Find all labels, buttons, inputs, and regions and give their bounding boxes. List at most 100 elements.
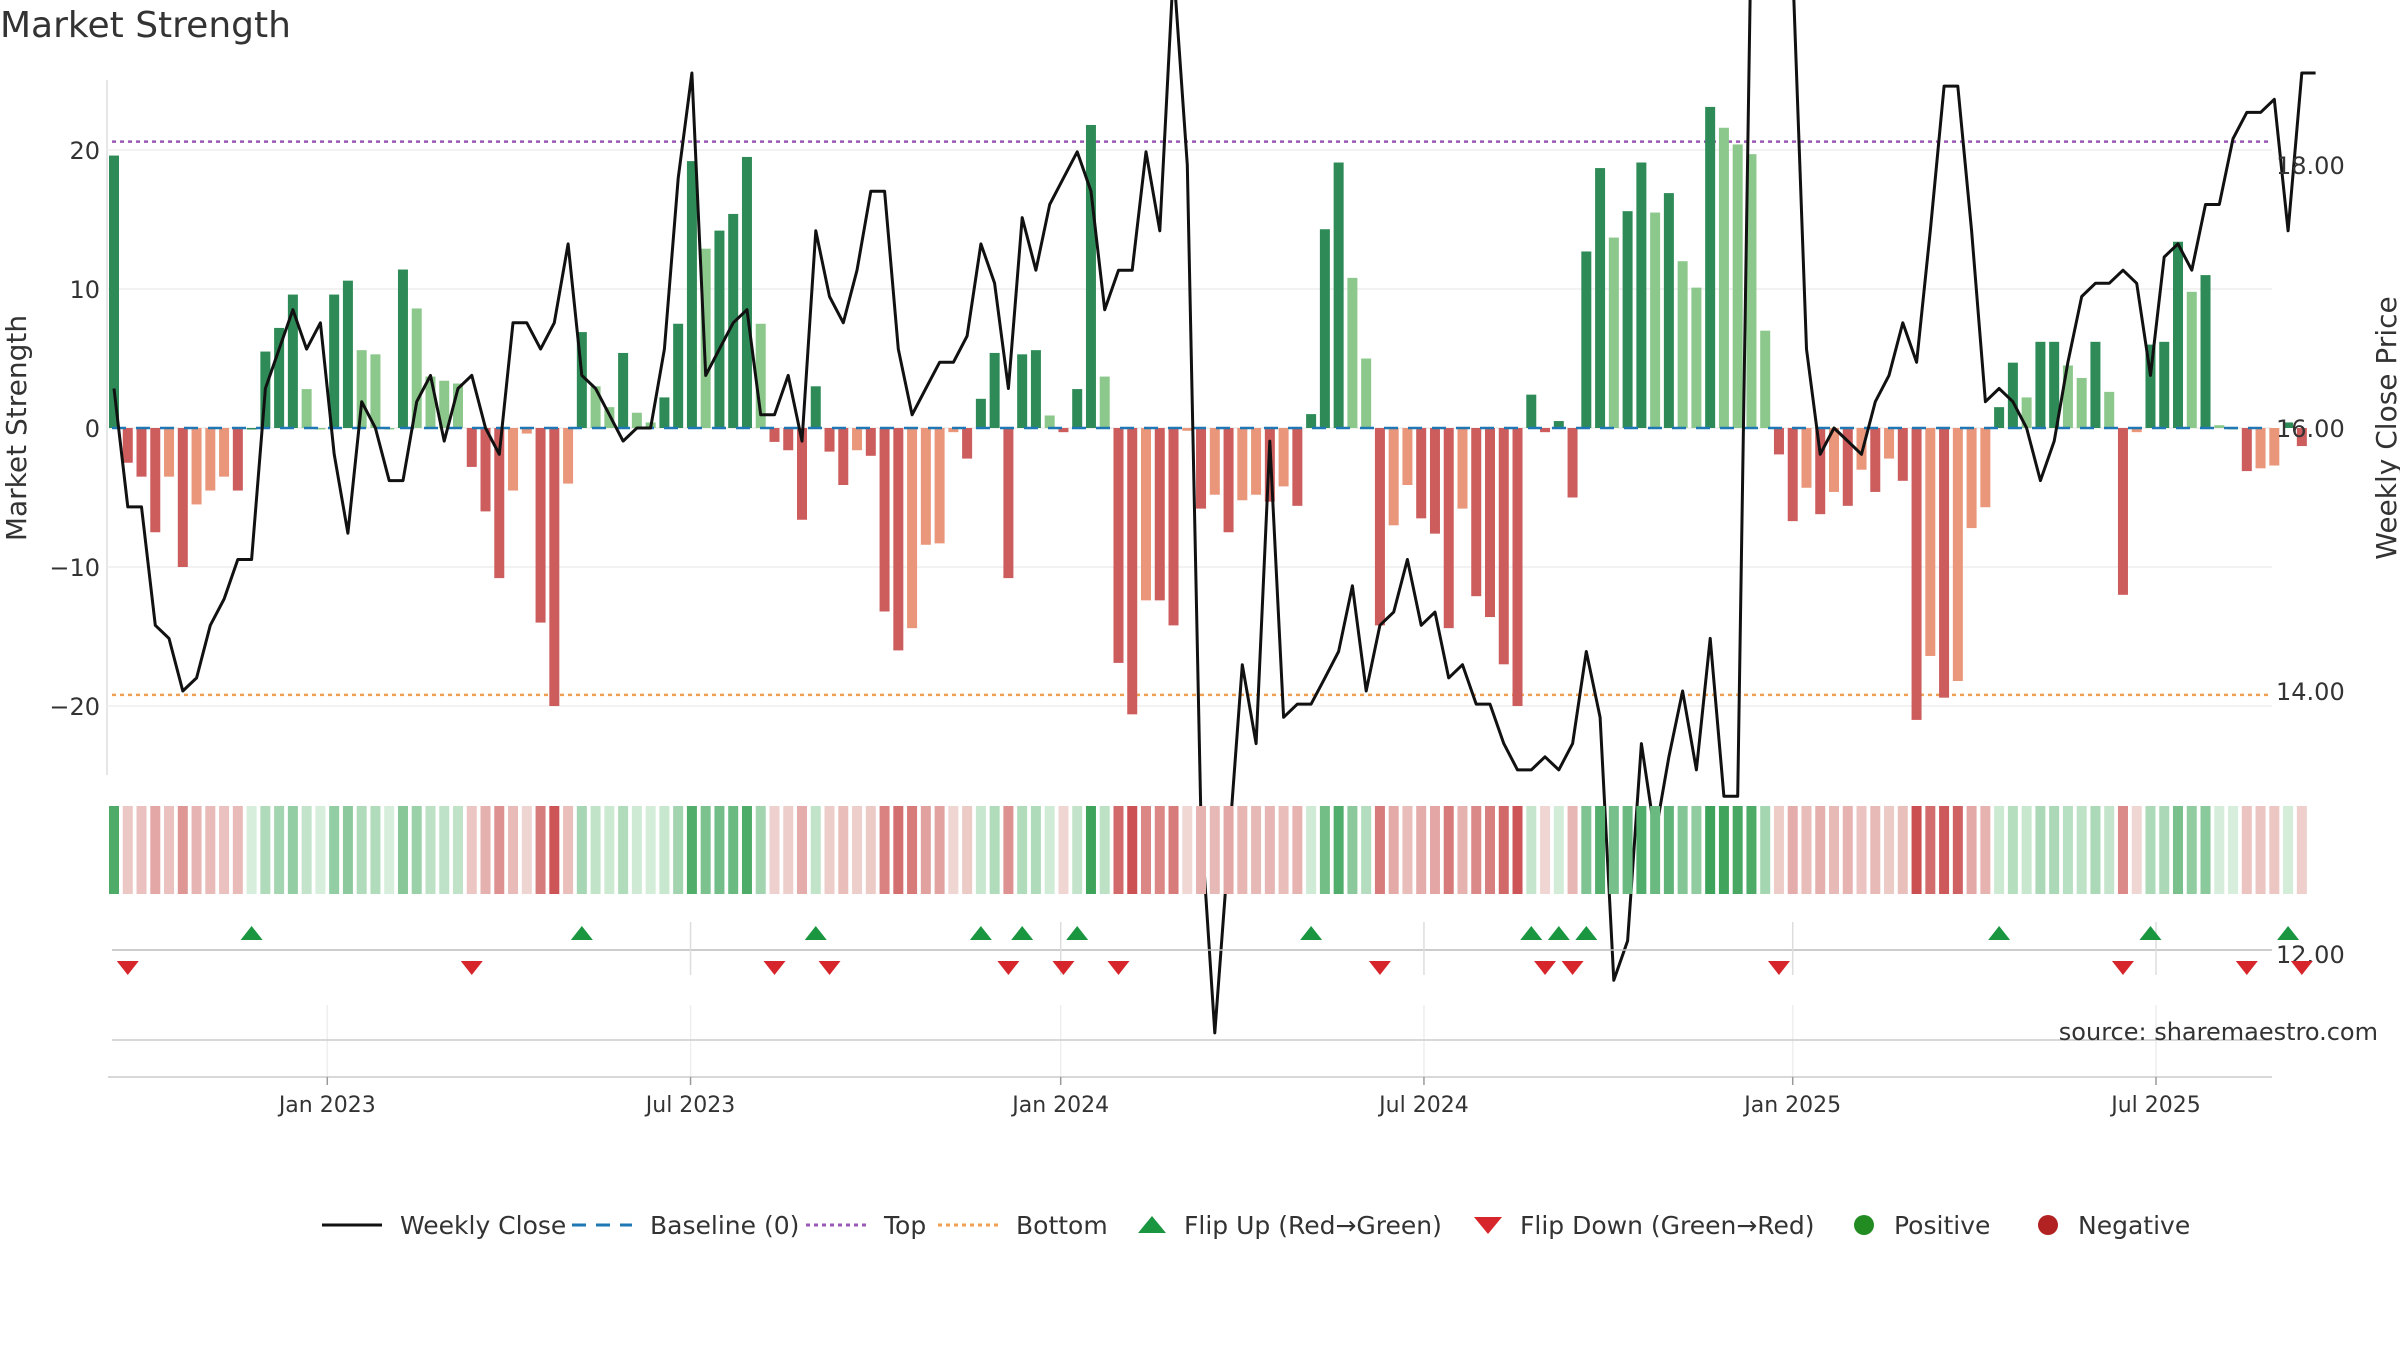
strength-bar	[755, 323, 766, 428]
strength-bar	[1072, 389, 1083, 428]
strength-bar	[1085, 124, 1096, 428]
strength-bar	[1994, 407, 2005, 428]
flip-up-marker	[1547, 926, 1570, 940]
strength-bar	[1595, 168, 1606, 428]
strength-bar	[329, 294, 340, 428]
strength-bar	[1333, 162, 1344, 428]
heat-cell	[384, 806, 395, 894]
strength-bar	[1732, 144, 1743, 428]
heat-cell	[865, 806, 876, 894]
heat-cell	[494, 806, 505, 894]
x-tick-label: Jul 2023	[644, 1093, 736, 1118]
strength-bar	[1429, 428, 1440, 534]
chart-title: Market Strength	[0, 5, 291, 46]
strength-bar	[673, 323, 684, 428]
flip-down-marker	[460, 961, 483, 975]
heat-cell	[1787, 806, 1798, 894]
heat-cell	[631, 806, 642, 894]
strength-bar	[769, 428, 780, 442]
strength-bar	[893, 428, 904, 651]
heat-cell	[1939, 806, 1950, 894]
strength-bar	[1223, 428, 1234, 533]
strength-bar	[1540, 428, 1551, 433]
legend-label: Negative	[2078, 1211, 2190, 1240]
strength-bar	[1182, 428, 1193, 431]
heat-cell	[2296, 806, 2307, 894]
heat-cell	[962, 806, 973, 894]
strength-bar	[1347, 277, 1358, 428]
legend-swatch-flip-up	[1138, 1216, 1166, 1233]
strength-bar	[2145, 344, 2156, 428]
x-tick-label: Jul 2025	[2109, 1093, 2201, 1118]
strength-bar	[1361, 358, 1372, 428]
y-tick-label: 10	[69, 276, 100, 304]
strength-bar	[1154, 428, 1165, 601]
strength-bar	[1760, 330, 1771, 428]
strength-bar	[1650, 212, 1661, 428]
heat-cell	[1636, 806, 1647, 894]
strength-bar	[2269, 428, 2280, 466]
strength-bar	[232, 428, 243, 491]
heat-cell	[549, 806, 560, 894]
heat-cell	[1650, 806, 1661, 894]
strength-bars	[109, 106, 2307, 720]
strength-bar	[989, 352, 1000, 428]
heat-cell	[1044, 806, 1055, 894]
heat-cell	[246, 806, 257, 894]
legend-swatch-flip-down	[1474, 1217, 1502, 1234]
strength-bar	[563, 428, 574, 484]
strength-bar	[2104, 391, 2115, 428]
strength-bar	[1622, 211, 1633, 428]
strength-bar	[397, 269, 408, 428]
strength-bar	[1209, 428, 1220, 495]
strength-bar	[1017, 354, 1028, 428]
strength-bar	[1278, 428, 1289, 487]
heat-cell	[260, 806, 271, 894]
strength-bar	[1030, 350, 1041, 428]
heat-cell	[1319, 806, 1330, 894]
flip-down-marker	[2290, 961, 2313, 975]
heat-cell	[521, 806, 532, 894]
strength-bar	[1443, 428, 1454, 629]
heat-cell	[2145, 806, 2156, 894]
y-axis-left-ticks: 20 10 0 −10 −20	[49, 137, 100, 721]
heat-cell	[714, 806, 725, 894]
strength-bar	[1718, 127, 1729, 428]
strength-bar	[1196, 428, 1207, 509]
heat-cell	[191, 806, 202, 894]
strength-bar	[576, 332, 587, 428]
strength-bar	[2007, 362, 2018, 428]
strength-bar	[287, 294, 298, 428]
heat-cell	[1829, 806, 1839, 894]
heat-cell	[1980, 806, 1991, 894]
heat-cell	[150, 806, 161, 894]
strength-bar	[1801, 428, 1812, 488]
heat-cell	[2131, 806, 2142, 894]
heat-cell	[2214, 806, 2225, 894]
legend-swatch-positive	[1854, 1215, 1874, 1235]
x-axis-ticks: Jan 2023 Jul 2023 Jan 2024 Jul 2024 Jan 2025…	[277, 1077, 2201, 1118]
heat-cell	[1581, 806, 1592, 894]
heat-cell	[453, 806, 463, 894]
heat-cell	[1264, 806, 1275, 894]
heat-cell	[2241, 806, 2252, 894]
heat-cell	[411, 806, 422, 894]
strength-bar	[2076, 377, 2087, 428]
strength-bar	[411, 308, 422, 428]
flip-down-marker	[116, 961, 139, 975]
heat-cell	[797, 806, 807, 894]
heat-cell	[370, 806, 381, 894]
strength-bar	[453, 383, 463, 428]
strength-bar	[535, 428, 546, 623]
bottom-panel: source: sharemaestro.com Jan 2023 Jul 202…	[108, 1005, 2378, 1118]
heat-cell	[356, 806, 367, 894]
strength-bar	[1416, 428, 1427, 519]
legend-label: Weekly Close	[400, 1211, 566, 1240]
flip-up-marker	[240, 926, 263, 940]
weekly-close-series	[112, 0, 2316, 1035]
heat-cell	[1870, 806, 1881, 894]
heat-cell	[1347, 806, 1358, 894]
heat-cell	[2159, 806, 2170, 894]
flip-down-marker	[1561, 961, 1584, 975]
